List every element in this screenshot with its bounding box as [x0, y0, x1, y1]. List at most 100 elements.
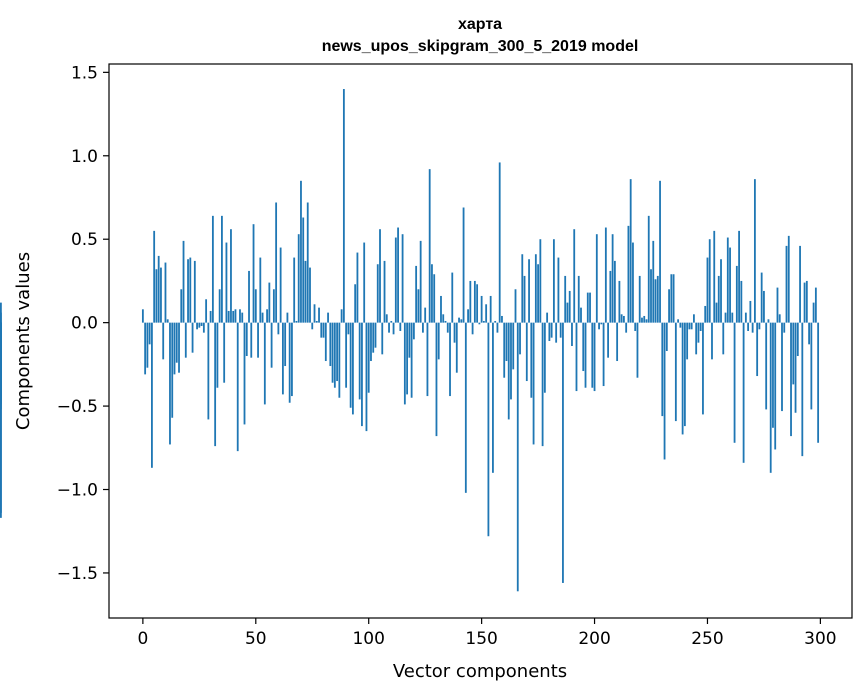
bar	[381, 322, 384, 355]
bar	[164, 262, 167, 323]
bar	[388, 322, 390, 333]
bar	[521, 254, 524, 323]
bar	[559, 322, 562, 338]
bar	[354, 284, 357, 323]
bar	[392, 322, 395, 335]
x-tick-label: 200	[578, 629, 610, 649]
bar	[349, 322, 352, 408]
bar	[792, 322, 795, 385]
bar	[810, 322, 813, 410]
bar	[211, 215, 214, 323]
bar	[0, 322, 2, 518]
bar	[765, 322, 768, 410]
bar	[444, 320, 447, 323]
bar	[460, 319, 463, 323]
bar	[492, 322, 494, 473]
bar	[200, 322, 203, 326]
bar	[647, 215, 650, 323]
bar	[650, 269, 652, 323]
bar	[234, 309, 237, 323]
bar	[772, 322, 774, 428]
bar	[715, 302, 718, 323]
chart-subtitle: news_upos_skipgram_300_5_2019 model	[322, 38, 639, 55]
bar	[374, 322, 377, 348]
bar	[250, 322, 253, 358]
bar	[0, 322, 2, 340]
bar	[363, 242, 366, 323]
bar	[345, 322, 348, 388]
bar	[489, 295, 492, 323]
bar	[505, 322, 508, 362]
bar	[340, 309, 343, 323]
y-tick-label: 1.5	[71, 63, 98, 83]
bar	[225, 242, 228, 323]
bar	[397, 227, 399, 323]
bar	[731, 312, 734, 323]
bar	[216, 322, 219, 388]
bar	[665, 322, 668, 352]
bar	[496, 322, 499, 333]
bar	[776, 287, 779, 323]
bar	[760, 272, 763, 323]
bar	[173, 322, 176, 375]
bar	[735, 265, 738, 323]
bar	[740, 280, 743, 323]
bar	[272, 289, 275, 323]
bar	[169, 322, 171, 445]
y-tick-label: −0.5	[57, 397, 98, 417]
bar	[347, 322, 350, 335]
bar	[356, 252, 359, 323]
bar	[543, 322, 546, 393]
bar	[548, 322, 551, 341]
bar	[550, 322, 553, 338]
y-tick-label: −1.5	[57, 564, 98, 584]
bar	[801, 322, 804, 457]
bar	[442, 314, 445, 323]
bar	[268, 282, 271, 323]
bar	[794, 322, 797, 413]
bar	[365, 322, 368, 432]
bar	[681, 322, 684, 435]
bar	[281, 322, 284, 395]
x-tick-label: 250	[691, 629, 723, 649]
bar	[652, 240, 655, 323]
bar	[510, 322, 512, 400]
bar	[546, 312, 549, 323]
bar	[704, 305, 707, 323]
y-tick-label: 0.5	[71, 230, 98, 250]
bar	[571, 322, 573, 346]
bar	[582, 322, 585, 372]
bar	[320, 322, 323, 338]
bar	[702, 322, 704, 415]
bar	[358, 322, 361, 400]
bar	[580, 307, 582, 323]
bar	[187, 259, 189, 323]
y-tick-label: 0.0	[71, 314, 98, 334]
bar	[322, 322, 325, 338]
bar	[796, 322, 799, 357]
bar	[573, 229, 576, 323]
bar	[729, 247, 731, 323]
bar	[774, 322, 777, 450]
bar	[641, 317, 643, 323]
bar	[189, 257, 192, 323]
bar	[239, 309, 241, 323]
bar	[453, 322, 456, 343]
bar	[480, 295, 483, 323]
bar	[688, 322, 691, 330]
bar	[634, 322, 637, 331]
bars-group	[0, 89, 820, 592]
bar	[458, 317, 460, 323]
bar	[487, 322, 490, 537]
bar	[153, 230, 156, 323]
bar	[604, 227, 607, 323]
bar	[288, 322, 291, 403]
bar	[401, 234, 404, 323]
bar	[293, 257, 296, 323]
x-tick-label: 100	[352, 629, 384, 649]
bar	[252, 224, 255, 323]
bar	[361, 322, 363, 427]
bar	[767, 319, 770, 323]
bar	[586, 292, 589, 323]
